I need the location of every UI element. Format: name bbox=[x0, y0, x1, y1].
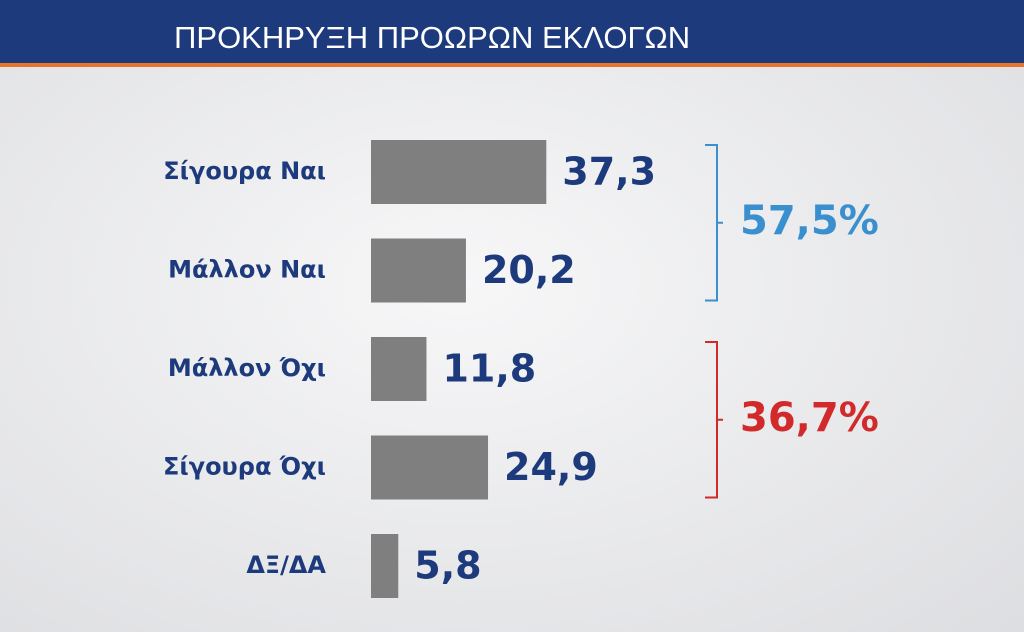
category-label: ΔΞ/ΔΑ bbox=[246, 551, 326, 579]
group-total: 36,7% bbox=[740, 395, 879, 441]
header-band bbox=[0, 0, 1024, 63]
category-label: Σίγουρα Ναι bbox=[163, 157, 326, 185]
value-label: 24,9 bbox=[504, 445, 598, 489]
bar bbox=[371, 534, 399, 598]
value-label: 5,8 bbox=[414, 544, 481, 588]
chart-title: ΠΡΟΚΗΡΥΞΗ ΠΡΟΩΡΩΝ ΕΚΛΟΓΩΝ bbox=[174, 20, 690, 55]
bar bbox=[371, 238, 466, 303]
category-label: Σίγουρα Όχι bbox=[163, 453, 326, 481]
bar bbox=[371, 140, 547, 204]
group-bracket bbox=[705, 341, 723, 499]
value-label: 37,3 bbox=[562, 150, 656, 194]
bar bbox=[371, 337, 427, 401]
category-label: Μάλλον Όχι bbox=[168, 354, 326, 382]
header-stripe bbox=[0, 63, 1024, 67]
group-total: 57,5% bbox=[740, 198, 879, 244]
bar bbox=[371, 435, 489, 500]
group-bracket bbox=[705, 144, 723, 302]
value-label: 20,2 bbox=[482, 248, 576, 292]
category-label: Μάλλον Ναι bbox=[168, 256, 326, 284]
value-label: 11,8 bbox=[442, 347, 536, 391]
